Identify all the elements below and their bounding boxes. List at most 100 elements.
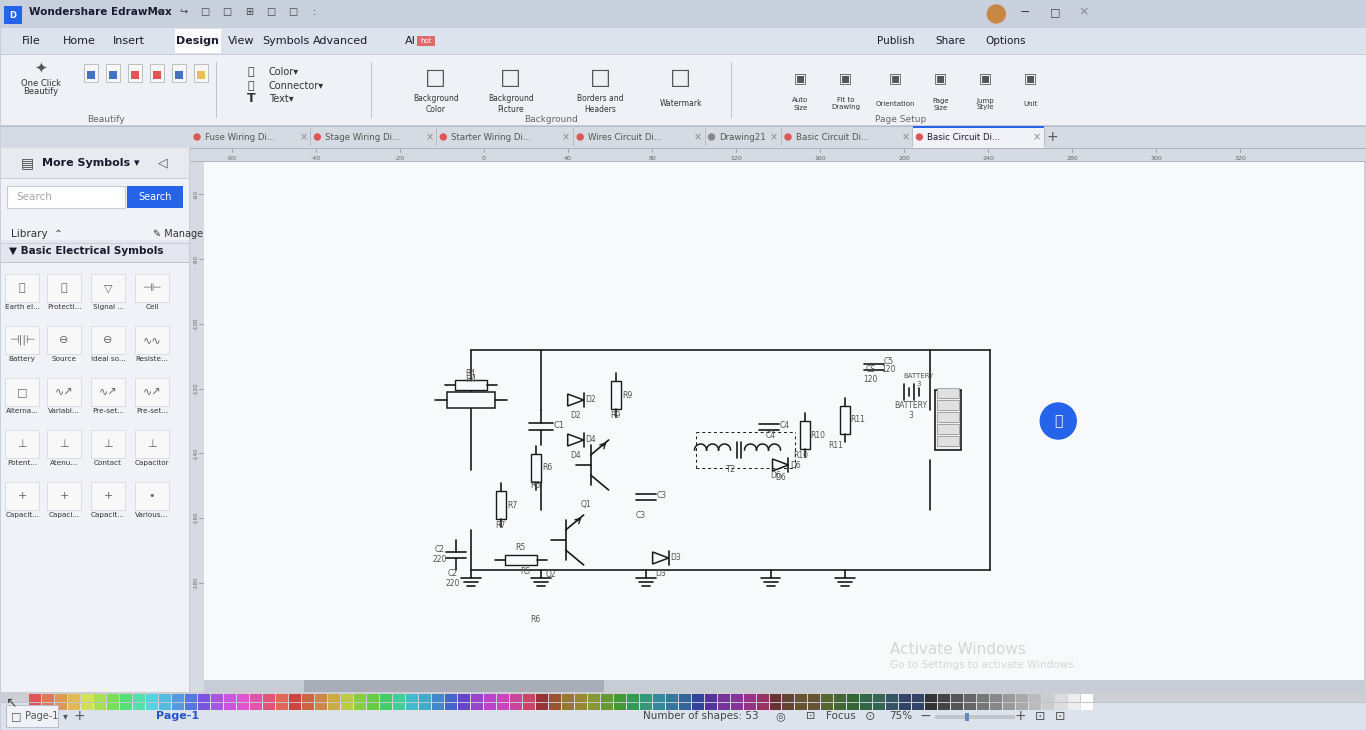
Text: Search: Search xyxy=(16,192,52,202)
Text: Wondershare EdrawMax: Wondershare EdrawMax xyxy=(29,7,172,17)
Text: Contact: Contact xyxy=(94,460,122,466)
Text: Ideal so...: Ideal so... xyxy=(90,356,126,362)
Bar xyxy=(966,713,970,721)
Text: R10: R10 xyxy=(794,450,807,459)
Bar xyxy=(29,694,41,710)
Bar xyxy=(835,694,847,710)
Bar xyxy=(717,694,729,710)
Bar xyxy=(342,694,352,710)
Text: ⊞: ⊞ xyxy=(245,7,253,17)
Text: Various...: Various... xyxy=(135,512,169,518)
Text: R5: R5 xyxy=(520,567,531,577)
Text: 40: 40 xyxy=(564,155,572,161)
Text: -60: -60 xyxy=(194,190,198,199)
Text: Symbols: Symbols xyxy=(262,36,310,46)
Text: ▼ Basic Electrical Symbols: ▼ Basic Electrical Symbols xyxy=(10,246,164,256)
Bar xyxy=(497,694,508,710)
Bar xyxy=(1,54,1366,126)
Text: Library  ⌃: Library ⌃ xyxy=(11,229,63,239)
Text: 280: 280 xyxy=(1065,155,1078,161)
Bar xyxy=(5,482,40,510)
Text: ◁: ◁ xyxy=(158,156,168,169)
Text: ▣: ▣ xyxy=(934,71,947,85)
Text: ⊣⊢: ⊣⊢ xyxy=(142,283,161,293)
Bar xyxy=(936,390,962,450)
Bar xyxy=(1,148,189,178)
Bar xyxy=(912,694,925,710)
Text: -40: -40 xyxy=(311,155,321,161)
Text: □: □ xyxy=(266,7,276,17)
Bar xyxy=(92,326,126,354)
Text: D4: D4 xyxy=(570,450,581,459)
Bar xyxy=(46,430,81,458)
Bar xyxy=(1,148,189,708)
Bar xyxy=(627,694,639,710)
Text: Protecti...: Protecti... xyxy=(46,304,82,310)
Text: R9: R9 xyxy=(623,391,632,399)
Bar xyxy=(809,694,821,710)
Text: R11: R11 xyxy=(850,415,865,425)
Text: □: □ xyxy=(223,7,232,17)
Bar xyxy=(354,694,366,710)
Text: Go to Settings to activate Windows.: Go to Settings to activate Windows. xyxy=(891,660,1078,670)
Bar xyxy=(109,71,117,79)
Text: 300: 300 xyxy=(1150,155,1162,161)
Text: -60: -60 xyxy=(227,155,238,161)
Text: Unit: Unit xyxy=(1023,101,1037,107)
Text: Variabl...: Variabl... xyxy=(48,408,81,414)
Text: ⊖: ⊖ xyxy=(60,335,68,345)
Bar xyxy=(406,694,418,710)
Bar xyxy=(128,64,142,82)
Bar xyxy=(613,694,626,710)
Bar xyxy=(665,694,678,710)
Text: Signal ...: Signal ... xyxy=(93,304,124,310)
Text: □: □ xyxy=(671,68,691,88)
Text: D2: D2 xyxy=(586,396,596,404)
Text: ∿↗: ∿↗ xyxy=(142,387,161,397)
Bar xyxy=(587,694,600,710)
Bar xyxy=(135,378,169,406)
Text: ▾: ▾ xyxy=(63,711,68,721)
Bar xyxy=(92,482,126,510)
Bar xyxy=(224,694,236,710)
Text: □: □ xyxy=(1050,7,1060,17)
Bar xyxy=(937,412,959,422)
Text: R5: R5 xyxy=(515,544,526,553)
Bar xyxy=(172,694,184,710)
Bar xyxy=(601,694,612,710)
Bar xyxy=(150,64,164,82)
Text: -80: -80 xyxy=(194,255,198,264)
Bar xyxy=(290,694,301,710)
Text: Auto
Size: Auto Size xyxy=(792,98,809,110)
Bar xyxy=(447,392,494,408)
Text: +: + xyxy=(18,491,27,501)
Text: 220: 220 xyxy=(433,556,447,564)
Text: ⊡: ⊡ xyxy=(806,711,816,721)
Text: □: □ xyxy=(201,7,209,17)
Text: Fuse Wiring Di...: Fuse Wiring Di... xyxy=(205,133,275,142)
Text: D: D xyxy=(10,10,16,20)
Bar xyxy=(795,694,807,710)
Text: Capacit...: Capacit... xyxy=(92,512,126,518)
Text: ↖: ↖ xyxy=(5,695,16,709)
Bar xyxy=(262,694,275,710)
Bar xyxy=(1082,694,1093,710)
Text: ×: × xyxy=(299,132,307,142)
Text: ∿↗: ∿↗ xyxy=(55,387,74,397)
Text: Background: Background xyxy=(523,115,578,125)
Bar xyxy=(1,125,1366,126)
Bar xyxy=(175,71,183,79)
Text: Pre-set...: Pre-set... xyxy=(92,408,124,414)
Bar xyxy=(92,430,126,458)
Bar xyxy=(1,0,1366,28)
Bar xyxy=(937,400,959,410)
Text: Drawing21: Drawing21 xyxy=(720,133,766,142)
Text: □: □ xyxy=(500,68,522,88)
Text: 🔗: 🔗 xyxy=(247,81,254,91)
Bar xyxy=(210,694,223,710)
Text: Capacitor: Capacitor xyxy=(135,460,169,466)
Bar xyxy=(432,694,444,710)
Text: -160: -160 xyxy=(194,512,198,524)
Text: R9: R9 xyxy=(611,410,620,420)
Text: +: + xyxy=(104,491,113,501)
